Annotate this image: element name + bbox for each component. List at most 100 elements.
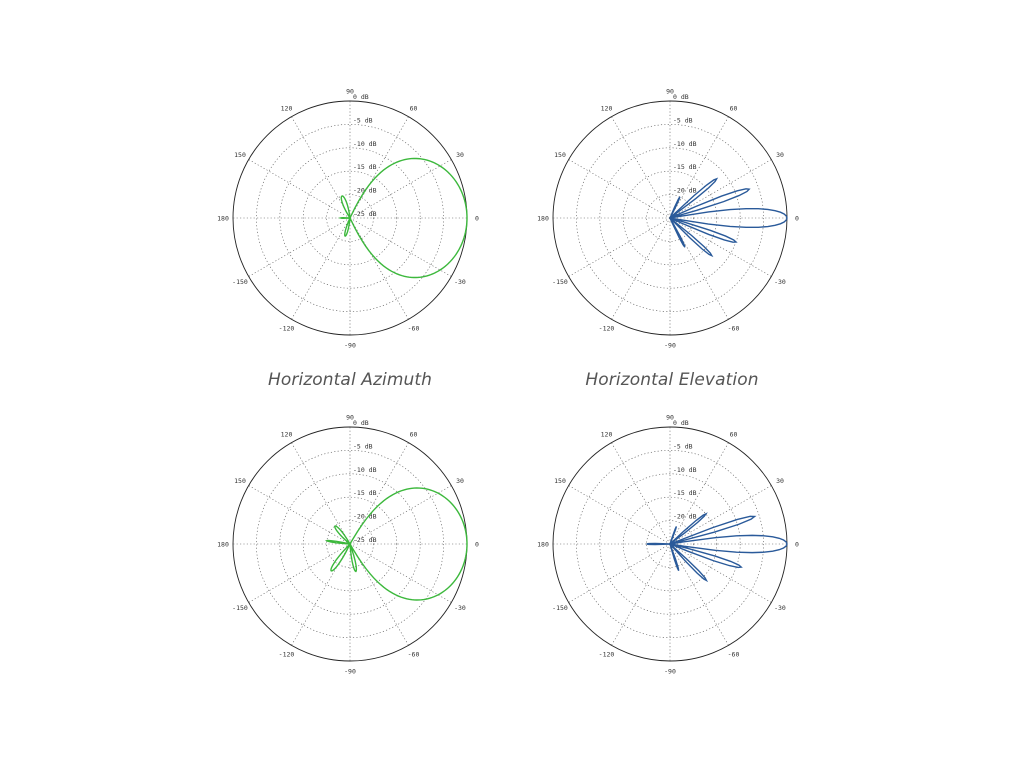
polar-grid-spoke bbox=[611, 116, 671, 219]
radial-tick-label: -25 dB bbox=[353, 210, 377, 218]
polar-grid-spoke bbox=[568, 159, 671, 219]
polar-plot-bottom-left: 0 30 60 90 120 150 180 -150 -120 -90 -60 -30 0 dB -5 … bbox=[217, 414, 479, 676]
angle-tick-label: 0 bbox=[475, 541, 479, 549]
polar-grid-ring bbox=[622, 496, 718, 592]
polar-grid-spoke bbox=[669, 543, 772, 603]
polar-grid-ring bbox=[622, 170, 718, 266]
radial-tick-label: -10 dB bbox=[673, 466, 697, 474]
radiation-pattern-trace bbox=[669, 177, 788, 258]
polar-grid-spoke bbox=[291, 442, 351, 545]
polar-grid-spoke bbox=[611, 217, 671, 320]
radiation-pattern-trace bbox=[337, 157, 468, 279]
angle-tick-label: 30 bbox=[456, 151, 464, 159]
angle-tick-label: 150 bbox=[554, 477, 566, 485]
polar-plot-top-right: 0 30 60 90 120 150 180 -150 -120 -90 -60 -30 0 dB -5 … bbox=[537, 88, 799, 350]
polar-grid-spoke bbox=[248, 217, 351, 277]
angle-tick-label: 120 bbox=[601, 431, 613, 439]
angle-tick-label: 150 bbox=[554, 151, 566, 159]
polar-grid-ring bbox=[256, 450, 444, 638]
radial-tick-label: -10 dB bbox=[673, 140, 697, 148]
radial-tick-label: -20 dB bbox=[673, 187, 697, 195]
radial-tick-label: -10 dB bbox=[353, 140, 377, 148]
angle-tick-label: 90 bbox=[666, 88, 674, 96]
angle-tick-label: -90 bbox=[344, 668, 356, 676]
polar-grid-spoke bbox=[669, 217, 772, 277]
polar-grid-ring bbox=[646, 520, 694, 568]
radial-tick-label: 0 dB bbox=[353, 93, 369, 101]
polar-grid-spoke bbox=[669, 159, 772, 219]
polar-grid-ring bbox=[576, 450, 764, 638]
angle-tick-label: -30 bbox=[774, 604, 786, 612]
radial-tick-label: -25 dB bbox=[353, 536, 377, 544]
angle-tick-label: -60 bbox=[728, 324, 740, 332]
angle-tick-label: -150 bbox=[552, 278, 568, 286]
angle-tick-label: 120 bbox=[281, 105, 293, 113]
angle-tick-label: -30 bbox=[774, 278, 786, 286]
angle-tick-label: 120 bbox=[281, 431, 293, 439]
polar-grid-ring bbox=[599, 473, 741, 615]
polar-grid-spoke bbox=[349, 543, 409, 646]
angle-tick-label: -60 bbox=[408, 324, 420, 332]
angle-tick-label: 150 bbox=[234, 151, 246, 159]
polar-grid-spoke bbox=[291, 217, 351, 320]
angle-tick-label: 30 bbox=[776, 477, 784, 485]
angle-tick-label: 0 bbox=[475, 215, 479, 223]
polar-grid-ring bbox=[326, 194, 374, 242]
angle-tick-label: -150 bbox=[232, 278, 248, 286]
radial-tick-label: 0 dB bbox=[673, 419, 689, 427]
polar-grid-spoke bbox=[568, 543, 671, 603]
angle-tick-label: -120 bbox=[599, 324, 615, 332]
angle-tick-label: 180 bbox=[217, 215, 229, 223]
polar-plot-top-left: 0 30 60 90 120 150 180 -150 -120 -90 -60 -30 0 dB -5 … bbox=[217, 88, 479, 350]
angle-tick-label: -90 bbox=[664, 342, 676, 350]
angle-tick-label: 30 bbox=[776, 151, 784, 159]
polar-grid-ring bbox=[646, 194, 694, 242]
radial-tick-label: -5 dB bbox=[673, 442, 693, 450]
angle-tick-label: -120 bbox=[279, 650, 295, 658]
polar-grid-spoke bbox=[611, 543, 671, 646]
polar-plot-bottom-right: 0 30 60 90 120 150 180 -150 -120 -90 -60 -30 0 dB -5 … bbox=[537, 414, 799, 676]
radiation-pattern-trace bbox=[324, 487, 468, 601]
polar-grid-spoke bbox=[669, 442, 729, 545]
angle-tick-label: 90 bbox=[346, 414, 354, 422]
polar-grid-spoke bbox=[611, 442, 671, 545]
polar-grid-ring bbox=[599, 147, 741, 289]
radial-tick-label: 0 dB bbox=[353, 419, 369, 427]
angle-tick-label: -30 bbox=[454, 278, 466, 286]
polar-grid-spoke bbox=[568, 217, 671, 277]
polar-grid-spoke bbox=[349, 217, 409, 320]
polar-grid-spoke bbox=[669, 217, 729, 320]
polar-grid-ring bbox=[302, 170, 398, 266]
angle-tick-label: 180 bbox=[217, 541, 229, 549]
polar-grid-ring bbox=[576, 124, 764, 312]
angle-tick-label: -30 bbox=[454, 604, 466, 612]
radial-tick-label: -15 dB bbox=[353, 489, 377, 497]
radial-tick-label: -10 dB bbox=[353, 466, 377, 474]
polar-grid-spoke bbox=[349, 217, 452, 277]
polar-grid-spoke bbox=[349, 485, 452, 545]
polar-grid-spoke bbox=[349, 442, 409, 545]
caption-horizontal-elevation: Horizontal Elevation bbox=[585, 370, 759, 390]
angle-tick-label: 60 bbox=[410, 105, 418, 113]
angle-tick-label: 60 bbox=[410, 431, 418, 439]
angle-tick-label: -60 bbox=[408, 650, 420, 658]
radial-tick-label: -5 dB bbox=[673, 116, 693, 124]
polar-grid-spoke bbox=[669, 116, 729, 219]
radial-tick-label: -5 dB bbox=[353, 442, 373, 450]
angle-tick-label: -90 bbox=[664, 668, 676, 676]
polar-grid-spoke bbox=[248, 485, 351, 545]
angle-tick-label: 0 bbox=[795, 215, 799, 223]
angle-tick-label: -150 bbox=[552, 604, 568, 612]
polar-grid-spoke bbox=[349, 543, 452, 603]
angle-tick-label: 180 bbox=[537, 541, 549, 549]
polar-grid-ring bbox=[256, 124, 444, 312]
polar-grid-ring bbox=[279, 473, 421, 615]
angle-tick-label: -120 bbox=[599, 650, 615, 658]
angle-tick-label: 180 bbox=[537, 215, 549, 223]
angle-tick-label: -90 bbox=[344, 342, 356, 350]
polar-grid-spoke bbox=[248, 159, 351, 219]
polar-grid-spoke bbox=[291, 543, 351, 646]
radial-tick-label: -20 dB bbox=[353, 513, 377, 521]
angle-tick-label: 120 bbox=[601, 105, 613, 113]
radial-tick-label: -20 dB bbox=[673, 513, 697, 521]
